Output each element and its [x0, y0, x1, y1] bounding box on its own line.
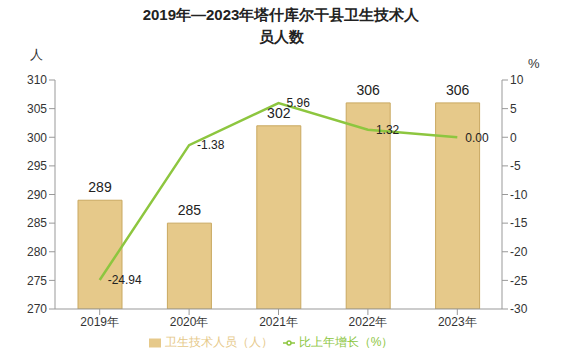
svg-text:5.96: 5.96: [287, 96, 311, 110]
svg-text:0: 0: [510, 131, 517, 145]
svg-text:290: 290: [27, 188, 47, 202]
svg-text:5: 5: [510, 102, 517, 116]
svg-text:1.32: 1.32: [376, 123, 400, 137]
svg-text:0.00: 0.00: [465, 131, 489, 145]
svg-text:-10: -10: [510, 188, 528, 202]
svg-text:2022年: 2022年: [349, 315, 388, 329]
svg-text:305: 305: [27, 102, 47, 116]
svg-text:310: 310: [27, 73, 47, 87]
svg-text:-20: -20: [510, 245, 528, 259]
svg-text:300: 300: [27, 131, 47, 145]
svg-text:285: 285: [178, 202, 202, 218]
svg-text:-1.38: -1.38: [197, 138, 225, 152]
svg-text:285: 285: [27, 216, 47, 230]
svg-text:280: 280: [27, 245, 47, 259]
svg-text:2023年: 2023年: [438, 315, 477, 329]
svg-text:295: 295: [27, 159, 47, 173]
svg-text:2020年: 2020年: [170, 315, 209, 329]
svg-text:306: 306: [446, 82, 470, 98]
html-text:人: 人: [30, 47, 43, 62]
svg-text:275: 275: [27, 274, 47, 288]
svg-text:2021年: 2021年: [259, 315, 298, 329]
svg-text:270: 270: [27, 302, 47, 316]
svg-text:-30: -30: [510, 302, 528, 316]
html-text:比上年增长（%）: 比上年增长（%）: [298, 335, 394, 349]
svg-text:-5: -5: [510, 159, 521, 173]
svg-text:289: 289: [88, 179, 112, 195]
html-text:卫生技术人员（人）: 卫生技术人员（人）: [164, 335, 273, 349]
svg-text:306: 306: [357, 82, 381, 98]
svg-text:-25: -25: [510, 274, 528, 288]
svg-text:10: 10: [510, 73, 524, 87]
svg-text:2019年: 2019年: [80, 315, 119, 329]
svg-text:-15: -15: [510, 216, 528, 230]
html-text:2019年—2023年塔什库尔干县卫生技术人员人数: 2019年—2023年塔什库尔干县卫生技术人员人数: [142, 6, 420, 45]
svg-text:302: 302: [267, 104, 291, 121]
svg-text:-24.94: -24.94: [108, 273, 142, 287]
